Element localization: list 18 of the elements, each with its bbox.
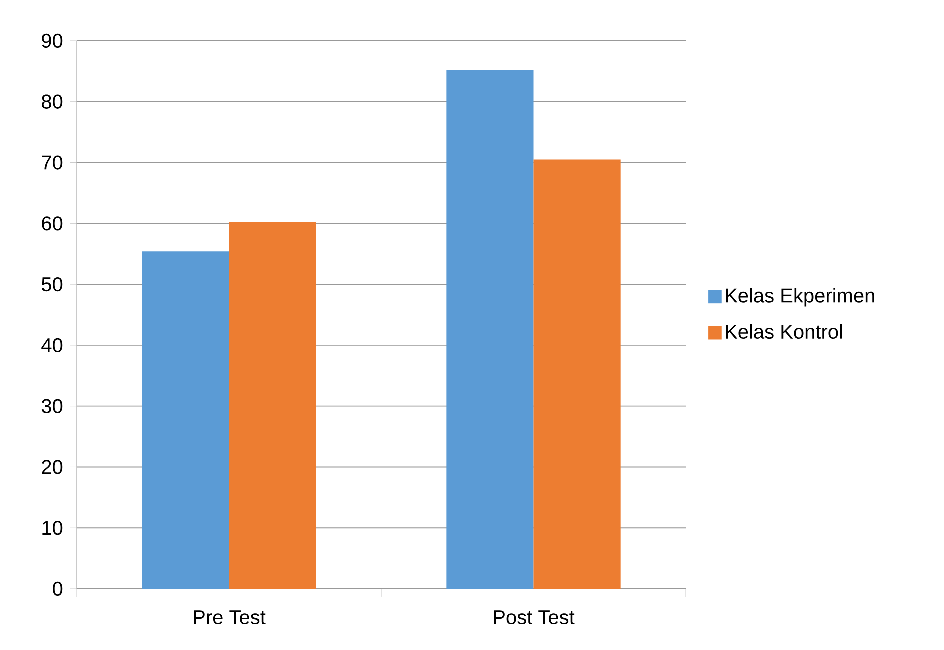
bar (446, 70, 534, 589)
y-tick-label: 90 (42, 34, 63, 48)
bar (142, 252, 230, 589)
y-tick-label: 50 (42, 277, 63, 292)
bar (534, 160, 621, 589)
y-tick-label: 0 (53, 582, 63, 596)
y-tick-label: 40 (42, 338, 63, 353)
y-tick-label: 80 (42, 94, 63, 109)
y-tick-label: 60 (42, 216, 63, 231)
y-tick-label: 20 (42, 460, 63, 474)
y-tick-label: 30 (42, 399, 63, 414)
x-tick-label: Post Test (494, 610, 575, 625)
x-tick-label: Pre Test (194, 610, 266, 625)
y-tick-label: 70 (42, 156, 63, 170)
y-tick-label: 10 (42, 521, 63, 536)
bar (229, 222, 316, 589)
legend-label: Kelas Ekperimen (726, 288, 874, 307)
legend-label: Kelas Kontrol (726, 324, 842, 340)
